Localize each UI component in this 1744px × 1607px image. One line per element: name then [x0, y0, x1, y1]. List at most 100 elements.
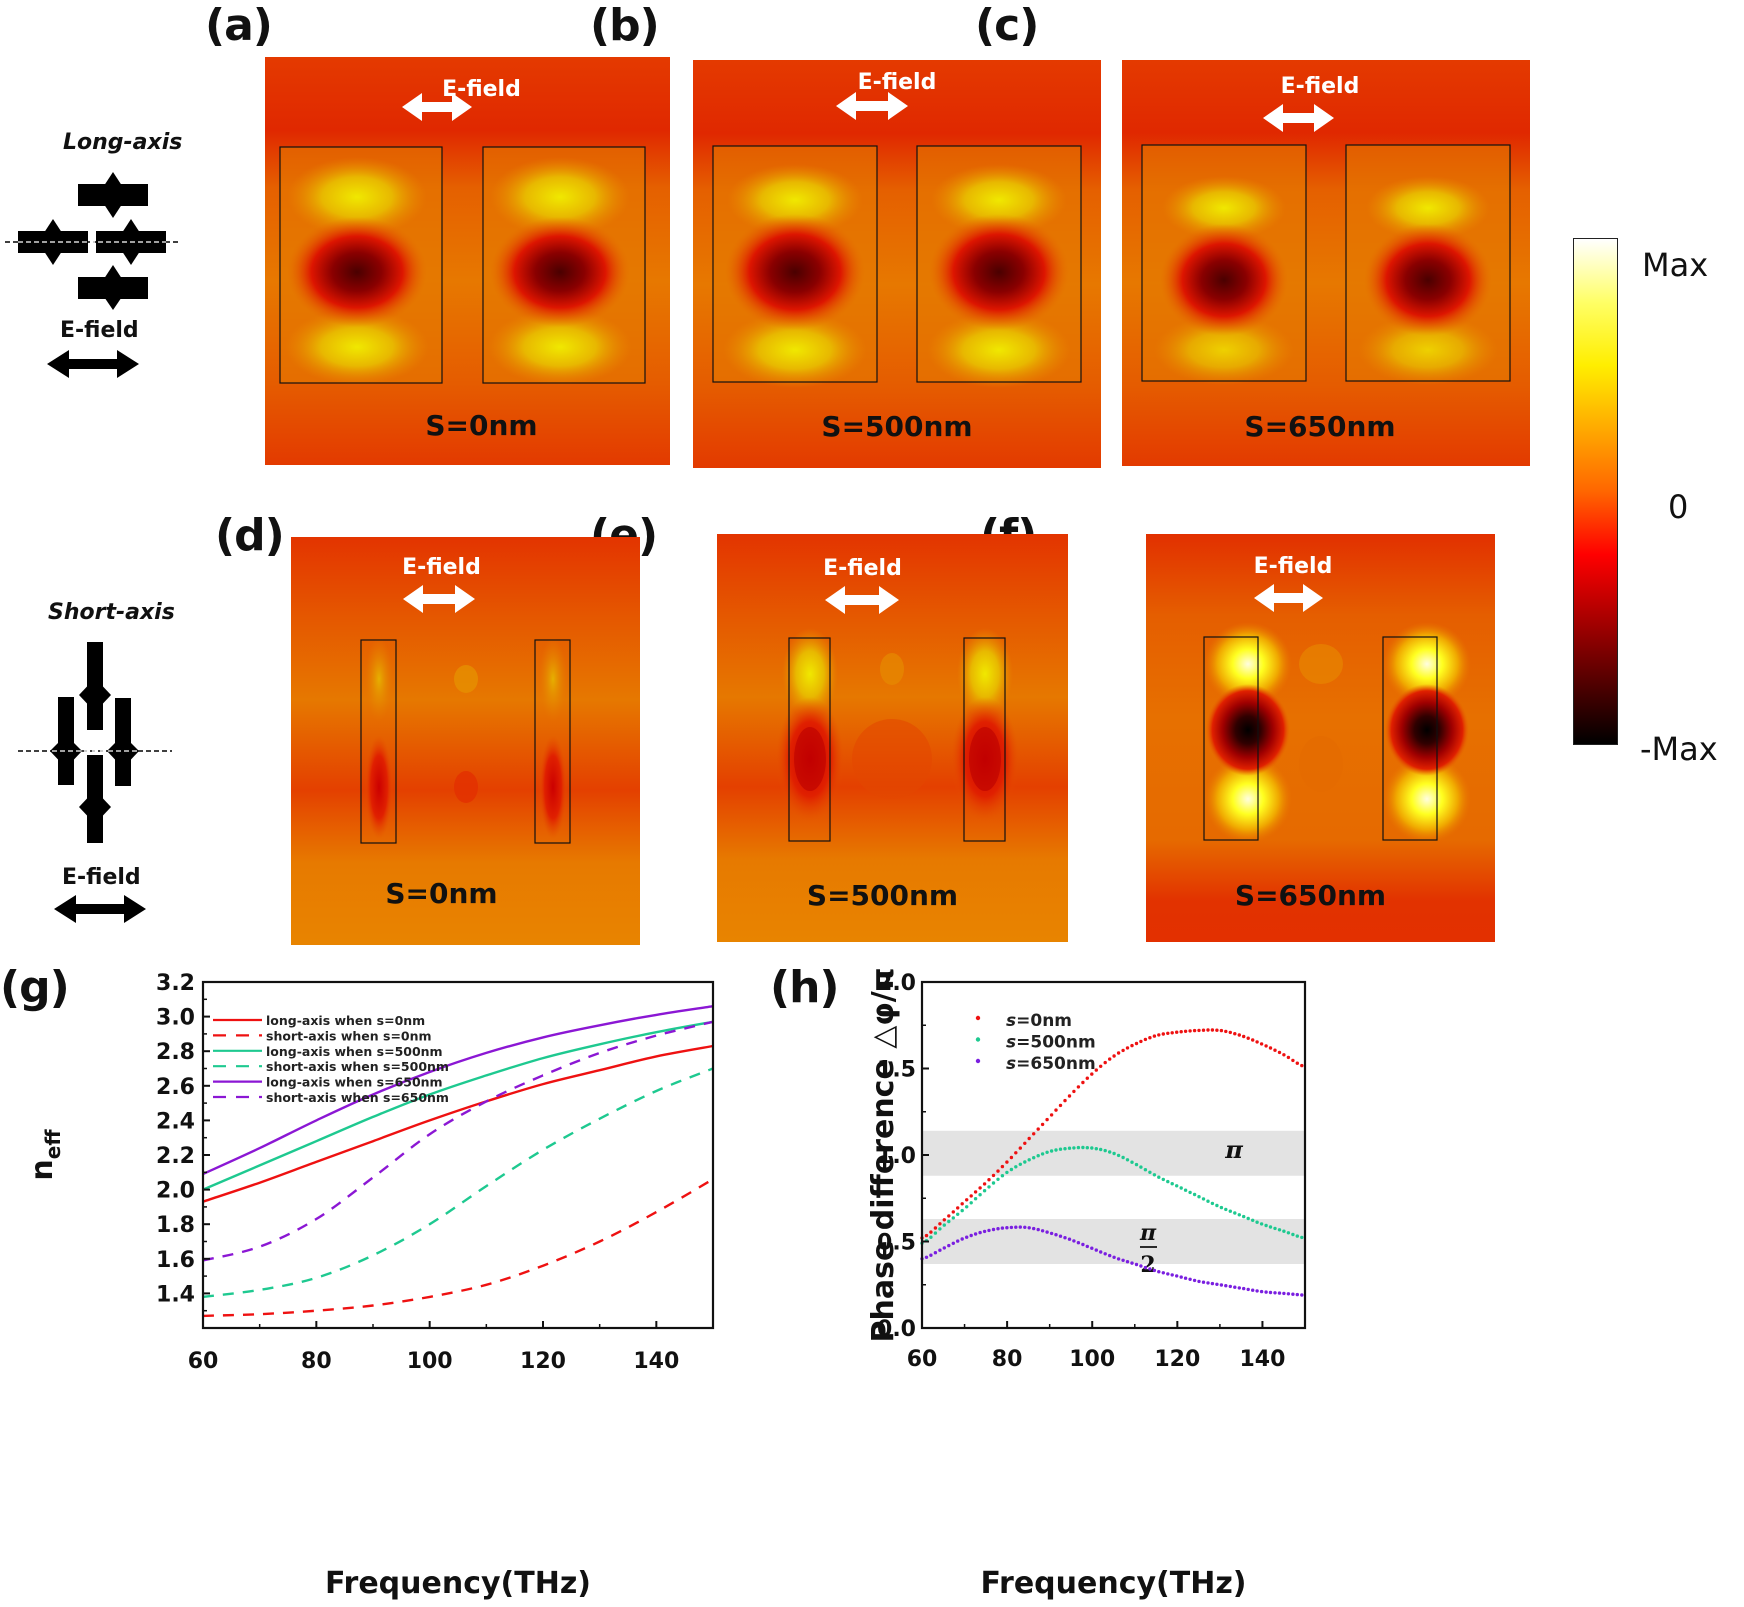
data-point [1054, 1148, 1058, 1152]
data-point [987, 1185, 991, 1189]
data-point [933, 1226, 938, 1230]
data-point [1228, 1284, 1233, 1289]
data-point [978, 1186, 982, 1190]
data-point [1300, 1063, 1304, 1068]
data-point [1192, 1192, 1197, 1197]
data-point [1027, 1226, 1031, 1230]
data-point [1099, 1147, 1103, 1152]
data-point [947, 1219, 951, 1224]
data-point [1206, 1199, 1210, 1203]
data-point [938, 1222, 942, 1226]
series-line-5 [202, 1020, 714, 1262]
data-point [960, 1237, 964, 1241]
chart-g: 60 80 100 120 140 1.4 1.6 1.8 2.0 2.2 2.4 2.6 2.8 3.0… [25, 971, 715, 1601]
data-point [1076, 1241, 1081, 1245]
data-point [1036, 1154, 1040, 1158]
data-point [969, 1201, 973, 1205]
y-axis-label: Phase difference △φ/π [866, 968, 901, 1343]
legend-marker-1 [975, 1037, 981, 1042]
data-point [982, 1182, 987, 1186]
data-point [991, 1181, 996, 1185]
data-point [1045, 1150, 1049, 1155]
data-point [1197, 1195, 1201, 1199]
legend-label-prefix: s [1006, 1033, 1016, 1053]
data-point [1255, 1040, 1259, 1044]
x-tick-label: 100 [1069, 1347, 1115, 1372]
data-point [1183, 1276, 1188, 1280]
data-point [1005, 1170, 1009, 1175]
field-map-e: E-field S=500nm [717, 534, 1068, 942]
data-point [1295, 1292, 1300, 1297]
y-tick-label: 1.5 [877, 1058, 916, 1083]
data-point [991, 1173, 996, 1178]
data-point [1237, 1033, 1242, 1037]
data-point [1018, 1146, 1022, 1150]
data-point [1295, 1234, 1300, 1238]
data-point [1233, 1032, 1237, 1036]
data-point [1067, 1094, 1072, 1098]
colorbar-zero-label: 0 [1668, 488, 1689, 526]
legend-label-suffix: =650nm [1016, 1054, 1096, 1074]
data-point [1143, 1168, 1148, 1172]
data-point [1251, 1038, 1255, 1042]
data-point [1268, 1046, 1273, 1050]
band-label-pi-half-den: 2 [1140, 1252, 1155, 1278]
data-point [1246, 1287, 1250, 1292]
data-point [1157, 1033, 1161, 1037]
data-point [1121, 1048, 1125, 1053]
data-point [1291, 1232, 1295, 1237]
data-point [1121, 1258, 1125, 1263]
panel-label-a: (a) [205, 0, 273, 51]
data-point [1210, 1028, 1215, 1032]
data-point [929, 1230, 933, 1234]
data-point [1040, 1122, 1045, 1127]
data-point [1094, 1147, 1099, 1151]
y-tick-label: 1.4 [156, 1282, 195, 1307]
data-point [1206, 1028, 1210, 1032]
data-point [1103, 1148, 1107, 1153]
data-point [1090, 1146, 1094, 1150]
efield-label-c: E-field [1280, 74, 1360, 99]
band-label-pi: π [1224, 1135, 1243, 1164]
data-point [982, 1189, 987, 1193]
data-point [1085, 1146, 1090, 1150]
x-tick-label: 120 [1154, 1347, 1200, 1372]
y-tick-label: 0.5 [877, 1231, 916, 1256]
data-point [1130, 1160, 1134, 1164]
data-point [1130, 1043, 1134, 1048]
data-point [1099, 1250, 1103, 1254]
data-point [1023, 1160, 1027, 1164]
x-axis-label: Frequency(THz) [325, 1566, 591, 1601]
data-point [1175, 1274, 1179, 1278]
data-point [1090, 1246, 1094, 1250]
legend-label-0: long-axis when s=0nm [266, 1013, 425, 1028]
data-point [1242, 1286, 1246, 1291]
data-point [1027, 1158, 1031, 1162]
data-point [1036, 1127, 1040, 1131]
data-point [1282, 1291, 1286, 1296]
data-point [1201, 1197, 1206, 1201]
series-line-0 [202, 1044, 714, 1203]
data-point [1219, 1028, 1224, 1033]
caption-c: S=650nm [1244, 410, 1396, 443]
data-point [1228, 1209, 1233, 1213]
data-point [1116, 1153, 1121, 1158]
data-point [1094, 1068, 1099, 1072]
data-point [1295, 1061, 1300, 1065]
data-point [1045, 1230, 1049, 1234]
data-point [1143, 1037, 1148, 1042]
data-point [1067, 1237, 1072, 1241]
data-point [1032, 1132, 1036, 1136]
data-point [1139, 1264, 1143, 1268]
legend-label-3: short-axis when s=500nm [266, 1059, 449, 1074]
chart-h: π π 2 60 80 100 120 140 0.0 0.5 1.0 1.5 2.0 Frequency… [866, 968, 1307, 1601]
legend-marker-0 [975, 1015, 981, 1021]
data-point [1224, 1207, 1228, 1212]
data-point [1099, 1064, 1103, 1069]
caption-b: S=500nm [821, 410, 973, 443]
field-map-a: E-field S=0nm [265, 57, 670, 465]
panel-label-g: (g) [0, 962, 70, 1013]
data-point [1139, 1165, 1143, 1169]
data-point [933, 1231, 938, 1235]
data-point [1076, 1145, 1081, 1150]
